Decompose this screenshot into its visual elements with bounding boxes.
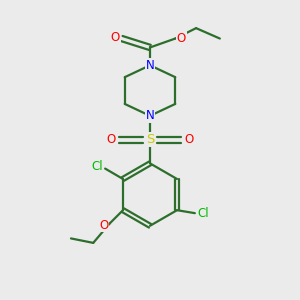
Text: N: N	[146, 109, 154, 122]
Text: N: N	[146, 59, 154, 72]
Text: O: O	[184, 133, 193, 146]
Text: O: O	[177, 32, 186, 45]
Text: O: O	[99, 218, 108, 232]
Text: Cl: Cl	[91, 160, 103, 173]
Text: O: O	[107, 133, 116, 146]
Text: O: O	[111, 31, 120, 44]
Text: S: S	[146, 133, 154, 146]
Text: Cl: Cl	[197, 207, 209, 220]
